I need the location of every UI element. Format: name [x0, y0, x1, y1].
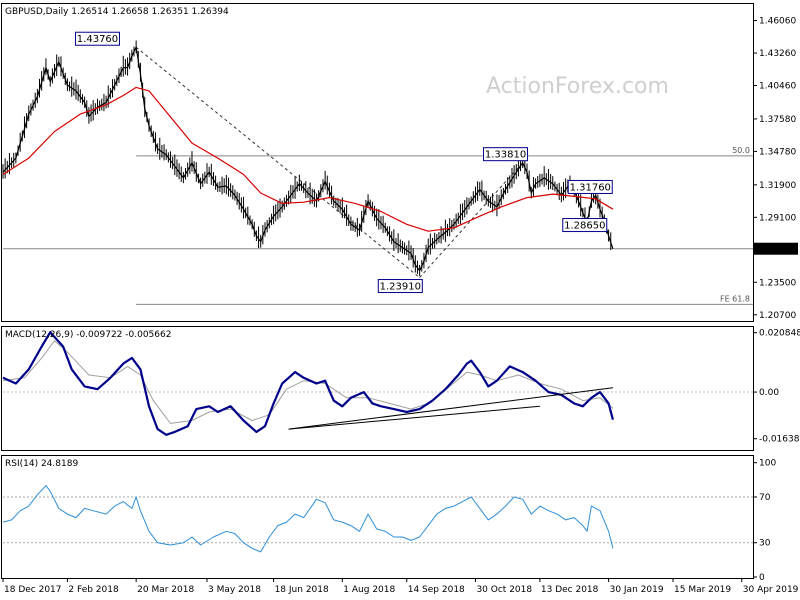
price-level-label: 50.0 [732, 146, 750, 155]
x-tick-label: 30 Apr 2019 [743, 585, 799, 595]
rsi-title: RSI(14) 24.8189 [5, 459, 78, 469]
macd-layer [2, 331, 753, 436]
macd-y-tick-label: 0.00 [759, 388, 779, 398]
x-tick-label: 15 Mar 2019 [674, 585, 731, 595]
price-y-tick-label: 1.31900 [759, 181, 796, 191]
macd-panel-frame [1, 326, 754, 451]
rsi-line [2, 485, 614, 553]
price-annotation-box [567, 179, 613, 194]
dashed-trendline [135, 46, 420, 278]
macd-y-tick-label: -0.016389 [759, 435, 800, 445]
x-tick-label: 13 Dec 2018 [541, 585, 599, 595]
chart-header: GBPUSD,Daily 1.26514 1.26658 1.26351 1.2… [5, 7, 229, 17]
last-price-tag [754, 242, 798, 255]
last-price-label: 1.26394 [757, 245, 794, 255]
macd-trendline [288, 405, 540, 430]
macd-y-tick-label: 0.020848 [759, 329, 800, 339]
x-tick-label: 1 Aug 2018 [343, 585, 395, 595]
rsi-layer [2, 485, 753, 553]
rsi-panel-frame [1, 455, 754, 579]
price-y-tick-label: 1.20700 [759, 311, 796, 321]
price-annotation-label: 1.31760 [570, 182, 611, 193]
moving-average-line [2, 86, 614, 232]
watermark: ActionForex.com [486, 74, 669, 99]
price-annotation-box [483, 147, 529, 162]
price-panel-frame [1, 3, 754, 322]
rsi-y-tick-label: 30 [759, 539, 771, 549]
x-tick-label: 2 Feb 2018 [68, 585, 119, 595]
price-level-label: FE 61.8 [720, 294, 750, 303]
x-tick-label: 20 Mar 2018 [137, 585, 194, 595]
y-axes: 1.46060 1.43260 1.40460 1.37580 1.34780 1.319… [753, 17, 800, 583]
price-line [2, 46, 614, 272]
rsi-y-tick-label: 0 [759, 573, 765, 583]
x-tick-label: 14 Sep 2018 [408, 585, 465, 595]
price-y-tick-label: 1.34780 [759, 147, 796, 157]
macd-title: MACD(12,26,9) -0.009722 -0.005662 [5, 330, 171, 340]
price-annotation-label: 1.28650 [564, 221, 605, 232]
x-axis: 18 Dec 2017 2 Feb 2018 20 Mar 2018 3 May 20… [2, 578, 799, 595]
rsi-y-tick-label: 100 [759, 459, 776, 469]
x-tick-label: 18 Jun 2018 [275, 585, 329, 595]
price-y-tick-label: 1.46060 [759, 17, 796, 27]
price-y-tick-label: 1.37580 [759, 115, 796, 125]
macd-trendline [288, 387, 613, 430]
dashed-trendline [419, 162, 524, 278]
x-tick-label: 30 Oct 2018 [476, 585, 532, 595]
price-y-tick-label: 1.40460 [759, 82, 796, 92]
price-annotation-box [562, 218, 608, 233]
price-annotation-label: 1.23910 [380, 282, 421, 293]
price-y-tick-label: 1.43260 [759, 49, 796, 59]
x-tick-label: 30 Jan 2019 [610, 585, 664, 595]
macd-line [2, 331, 614, 436]
macd-signal-line [2, 340, 614, 424]
x-tick-label: 18 Dec 2017 [4, 585, 62, 595]
price-annotation-box [377, 279, 423, 294]
price-y-tick-label: 1.29100 [759, 213, 796, 223]
price-annotation-label: 1.33810 [485, 150, 526, 161]
price-layer: 50.0 FE 61.8 1.43760 1.33810 1.31760 1.28650 1… [2, 31, 798, 305]
price-annotation-label: 1.43760 [77, 34, 118, 45]
price-annotation-box [74, 31, 120, 46]
price-y-tick-label: 1.23500 [759, 278, 796, 288]
rsi-y-tick-label: 70 [759, 493, 771, 503]
x-tick-label: 3 May 2018 [208, 585, 261, 595]
